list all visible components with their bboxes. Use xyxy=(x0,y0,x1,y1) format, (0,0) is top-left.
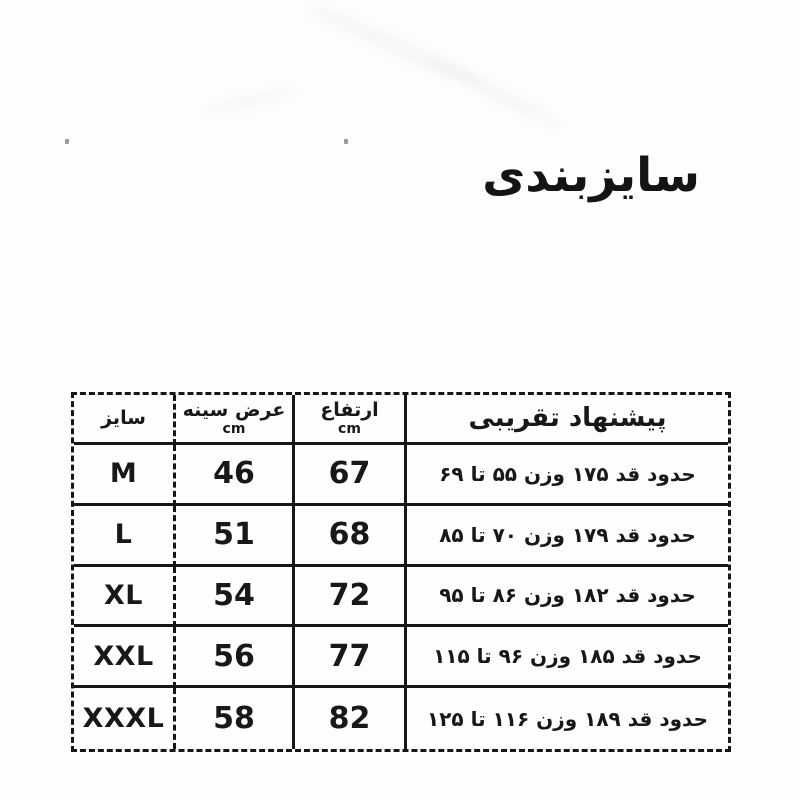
header-suggestion-label: پیشنهاد تقریبی xyxy=(468,402,667,433)
header-chest-width: عرض سینه cm xyxy=(176,395,295,445)
height-value: 72 xyxy=(328,577,371,613)
table-row-size-cell: XXXL xyxy=(74,688,176,749)
table-row-chest-cell: 51 xyxy=(176,505,295,567)
table-row-height-cell: 77 xyxy=(295,627,407,689)
header-size: سایز xyxy=(74,395,176,445)
table-row-height-cell: 67 xyxy=(295,445,407,506)
size-value: XXL xyxy=(93,640,154,672)
header-height-label: ارتفاع xyxy=(320,398,379,421)
chest-width-value: 58 xyxy=(213,701,255,737)
table-row-size-cell: XXL xyxy=(74,627,176,689)
table-row-size-cell: M xyxy=(74,445,176,506)
header-height-unit: cm xyxy=(338,420,361,437)
size-value: XXXL xyxy=(82,703,165,735)
photo-artifact xyxy=(65,139,69,144)
header-size-label: سایز xyxy=(101,406,146,429)
height-value: 77 xyxy=(328,638,371,674)
table-row-chest-cell: 58 xyxy=(176,688,295,749)
table-row-chest-cell: 54 xyxy=(176,566,295,628)
table-row-size-cell: XL xyxy=(74,566,176,628)
table-row-height-cell: 82 xyxy=(295,688,407,749)
photo-artifact xyxy=(344,139,348,144)
table-row-suggestion-cell: حدود قد ۱۸۹ وزن ۱۱۶ تا ۱۲۵ xyxy=(407,688,728,749)
suggestion-text: حدود قد ۱۸۲ وزن ۸۶ تا ۹۵ xyxy=(439,583,696,608)
table-row-height-cell: 68 xyxy=(295,505,407,567)
height-value: 82 xyxy=(328,701,371,737)
table-row-chest-cell: 56 xyxy=(176,627,295,689)
height-value: 67 xyxy=(328,456,371,492)
photo-artifact xyxy=(425,51,565,133)
chest-width-value: 51 xyxy=(213,517,255,553)
table-row-suggestion-cell: حدود قد ۱۷۹ وزن ۷۰ تا ۸۵ xyxy=(407,506,728,567)
size-table: سایز عرض سینه cm ارتفاع cm پیشنهاد تقریب… xyxy=(71,392,731,752)
suggestion-text: حدود قد ۱۷۵ وزن ۵۵ تا ۶۹ xyxy=(439,461,696,486)
page-title: سایزبندی xyxy=(482,148,700,203)
suggestion-text: حدود قد ۱۸۵ وزن ۹۶ تا ۱۱۵ xyxy=(433,644,702,669)
header-height: ارتفاع cm xyxy=(295,395,407,445)
table-row-suggestion-cell: حدود قد ۱۸۲ وزن ۸۶ تا ۹۵ xyxy=(407,567,728,628)
suggestion-text: حدود قد ۱۸۹ وزن ۱۱۶ تا ۱۲۵ xyxy=(426,706,709,731)
chest-width-value: 46 xyxy=(213,456,255,492)
chest-width-value: 56 xyxy=(213,638,255,674)
size-value: M xyxy=(109,458,138,490)
chest-width-value: 54 xyxy=(213,577,255,613)
suggestion-text: حدود قد ۱۷۹ وزن ۷۰ تا ۸۵ xyxy=(439,522,696,547)
table-row-chest-cell: 46 xyxy=(176,445,295,506)
header-chest-width-label: عرض سینه xyxy=(182,398,286,421)
header-chest-width-unit: cm xyxy=(222,420,246,437)
size-value: L xyxy=(114,519,133,551)
table-row-height-cell: 72 xyxy=(295,566,407,628)
header-suggestion: پیشنهاد تقریبی xyxy=(407,395,728,445)
size-value: XL xyxy=(103,579,144,611)
table-row-size-cell: L xyxy=(74,505,176,567)
photo-artifact xyxy=(204,86,296,116)
table-row-suggestion-cell: حدود قد ۱۸۵ وزن ۹۶ تا ۱۱۵ xyxy=(407,627,728,689)
height-value: 68 xyxy=(328,517,371,553)
table-row-suggestion-cell: حدود قد ۱۷۵ وزن ۵۵ تا ۶۹ xyxy=(407,445,728,506)
